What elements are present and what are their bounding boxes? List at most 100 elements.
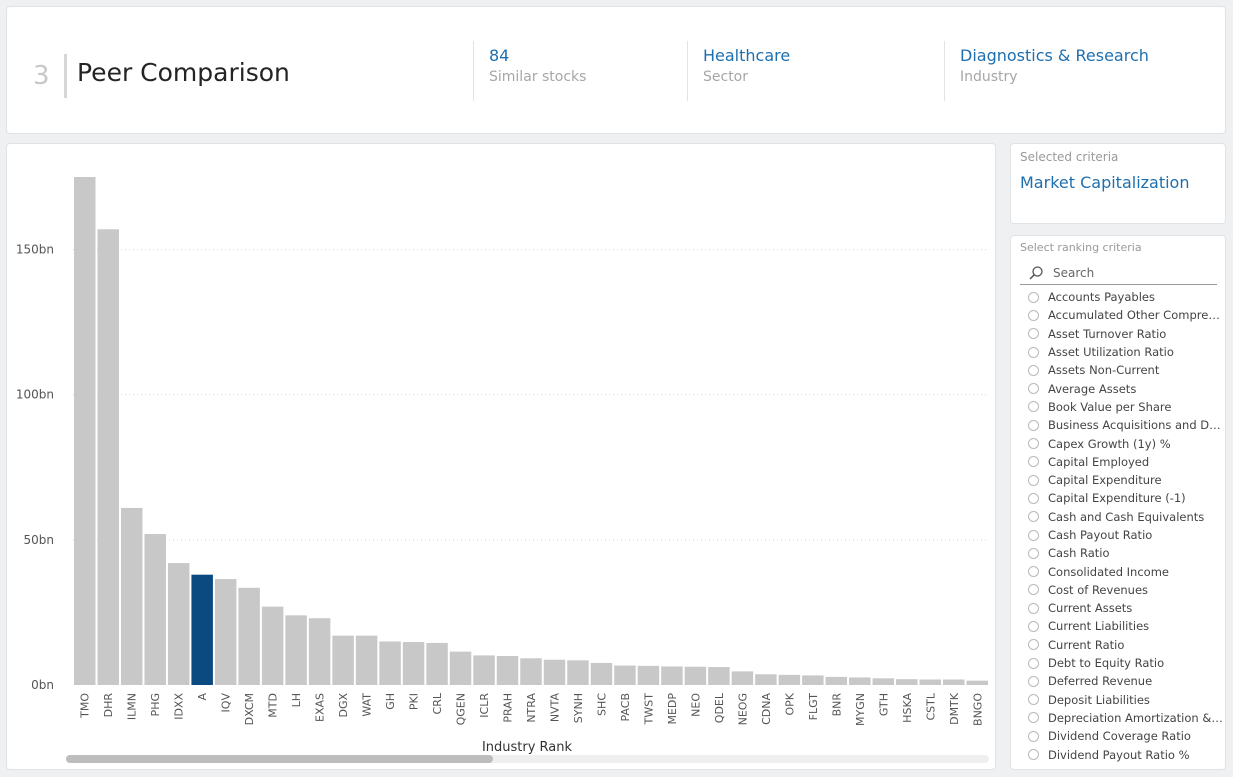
radio-button[interactable] xyxy=(1028,675,1039,687)
bar-shc[interactable] xyxy=(590,662,613,685)
bar-iclr[interactable] xyxy=(473,655,495,685)
ranking-criteria-item[interactable]: Cash Ratio xyxy=(1028,544,1223,562)
bar-ilmn[interactable] xyxy=(120,507,143,685)
bar-cdna[interactable] xyxy=(755,674,777,685)
radio-button[interactable] xyxy=(1028,584,1039,596)
radio-button[interactable] xyxy=(1028,346,1039,358)
bar-wat[interactable] xyxy=(355,635,378,685)
bar-medp[interactable] xyxy=(661,666,683,685)
radio-button[interactable] xyxy=(1028,511,1039,523)
ranking-criteria-item[interactable]: Current Liabilities xyxy=(1028,617,1223,635)
ranking-criteria-item[interactable]: Capital Employed xyxy=(1028,453,1223,471)
radio-button[interactable] xyxy=(1028,712,1039,724)
bar-dxcm[interactable] xyxy=(238,587,260,685)
ranking-criteria-item[interactable]: Dividend Coverage Ratio xyxy=(1028,727,1223,745)
radio-button[interactable] xyxy=(1028,474,1039,486)
radio-button[interactable] xyxy=(1028,730,1039,742)
bar-exas[interactable] xyxy=(308,618,331,685)
bar-dgx[interactable] xyxy=(332,635,354,685)
ranking-criteria-item[interactable]: Consolidated Income xyxy=(1028,562,1223,580)
radio-button[interactable] xyxy=(1028,291,1039,303)
radio-button[interactable] xyxy=(1028,602,1039,614)
bar-phg[interactable] xyxy=(144,534,166,685)
ranking-criteria-item[interactable]: Deferred Revenue xyxy=(1028,672,1223,690)
radio-button[interactable] xyxy=(1028,529,1039,541)
ranking-criteria-item[interactable]: Business Acquisitions and Disposals xyxy=(1028,416,1223,434)
ranking-criteria-label: Select ranking criteria xyxy=(1020,241,1142,254)
ranking-criteria-item[interactable]: Asset Utilization Ratio xyxy=(1028,343,1223,361)
ranking-criteria-item-label: Deferred Revenue xyxy=(1048,674,1153,689)
bar-qdel[interactable] xyxy=(708,667,730,685)
bar-synh[interactable] xyxy=(567,660,589,685)
radio-button[interactable] xyxy=(1028,383,1039,395)
ranking-criteria-item[interactable]: Average Assets xyxy=(1028,379,1223,397)
bar-pki[interactable] xyxy=(402,642,425,685)
ranking-criteria-item[interactable]: Capex Growth (1y) % xyxy=(1028,434,1223,452)
radio-button[interactable] xyxy=(1028,364,1039,376)
bar-lh[interactable] xyxy=(285,615,307,685)
radio-button[interactable] xyxy=(1028,566,1039,578)
bar-gth[interactable] xyxy=(872,678,895,685)
bar-cstl[interactable] xyxy=(919,679,942,685)
ranking-criteria-item[interactable]: Capital Expenditure xyxy=(1028,471,1223,489)
bar-mygn[interactable] xyxy=(849,677,871,685)
radio-button[interactable] xyxy=(1028,639,1039,651)
bar-iqv[interactable] xyxy=(214,579,237,685)
bar-neo[interactable] xyxy=(684,666,707,685)
bar-pacb[interactable] xyxy=(614,665,636,685)
radio-button[interactable] xyxy=(1028,419,1039,431)
ranking-criteria-item[interactable]: Current Assets xyxy=(1028,599,1223,617)
radio-button[interactable] xyxy=(1028,657,1039,669)
ranking-criteria-item[interactable]: Book Value per Share xyxy=(1028,398,1223,416)
search-input[interactable]: Search xyxy=(1020,262,1217,285)
bar-dmtk[interactable] xyxy=(943,679,965,685)
bar-prah[interactable] xyxy=(496,655,519,685)
radio-button[interactable] xyxy=(1028,694,1039,706)
ranking-criteria-item[interactable]: Debt to Equity Ratio xyxy=(1028,654,1223,672)
ranking-criteria-item[interactable]: Cash Payout Ratio xyxy=(1028,526,1223,544)
ranking-criteria-item[interactable]: Accumulated Other Comprehensive Income xyxy=(1028,306,1223,324)
header-card: 3 Peer Comparison 84 Similar stocks Heal… xyxy=(6,6,1226,134)
bar-twst[interactable] xyxy=(637,665,660,685)
ranking-criteria-item[interactable]: Cash and Cash Equivalents xyxy=(1028,508,1223,526)
kpi-value: Healthcare xyxy=(703,46,791,65)
scrollbar-thumb[interactable] xyxy=(66,755,493,763)
bar-gh[interactable] xyxy=(379,641,401,685)
bar-dhr[interactable] xyxy=(97,229,119,685)
bar-bnr[interactable] xyxy=(825,676,848,685)
radio-button[interactable] xyxy=(1028,547,1039,559)
bar-tmo[interactable] xyxy=(74,177,96,685)
radio-button[interactable] xyxy=(1028,620,1039,632)
radio-button[interactable] xyxy=(1028,456,1039,468)
bar-neog[interactable] xyxy=(731,671,754,685)
radio-button[interactable] xyxy=(1028,309,1039,321)
bar-flgt[interactable] xyxy=(802,675,824,685)
ranking-criteria-item-label: Deposit Liabilities xyxy=(1048,692,1150,707)
bar-crl[interactable] xyxy=(426,642,448,685)
ranking-criteria-item[interactable]: Assets Non-Current xyxy=(1028,361,1223,379)
ranking-criteria-item-label: Asset Utilization Ratio xyxy=(1048,345,1174,360)
ranking-criteria-item[interactable]: Current Ratio xyxy=(1028,636,1223,654)
ranking-criteria-item[interactable]: Dividend Payout Ratio % xyxy=(1028,745,1223,763)
bar-nvta[interactable] xyxy=(543,659,566,685)
radio-button[interactable] xyxy=(1028,492,1039,504)
bar-hska[interactable] xyxy=(896,679,918,685)
bar-idxx[interactable] xyxy=(167,563,190,685)
bar-mtd[interactable] xyxy=(261,606,284,685)
bar-bngo[interactable] xyxy=(966,680,988,685)
ranking-criteria-item[interactable]: Accounts Payables xyxy=(1028,288,1223,306)
ranking-criteria-item[interactable]: Deposit Liabilities xyxy=(1028,691,1223,709)
ranking-criteria-item[interactable]: Capital Expenditure (-1) xyxy=(1028,489,1223,507)
bar-ntra[interactable] xyxy=(520,658,542,685)
x-tick-label: QGEN xyxy=(455,693,468,725)
radio-button[interactable] xyxy=(1028,401,1039,413)
radio-button[interactable] xyxy=(1028,438,1039,450)
radio-button[interactable] xyxy=(1028,749,1039,761)
bar-a[interactable] xyxy=(191,574,213,685)
ranking-criteria-item[interactable]: Depreciation Amortization & Accretion xyxy=(1028,709,1223,727)
bar-qgen[interactable] xyxy=(449,651,472,685)
bar-opk[interactable] xyxy=(778,674,801,685)
ranking-criteria-item[interactable]: Cost of Revenues xyxy=(1028,581,1223,599)
ranking-criteria-item[interactable]: Asset Turnover Ratio xyxy=(1028,325,1223,343)
radio-button[interactable] xyxy=(1028,328,1039,340)
